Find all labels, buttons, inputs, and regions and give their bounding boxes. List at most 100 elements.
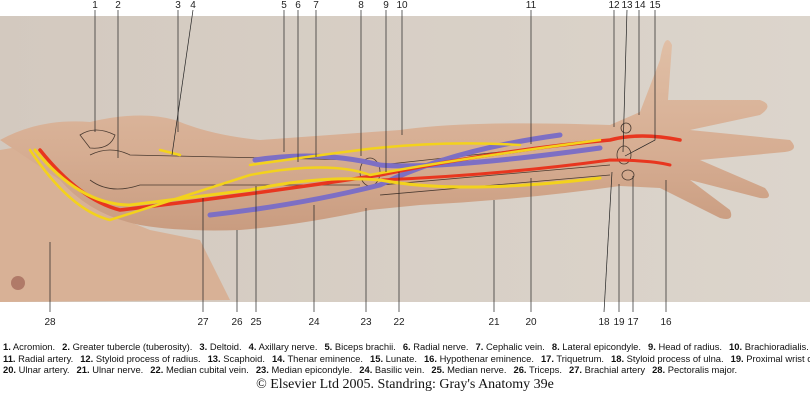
legend-item: 12. Styloid process of radius. [80, 353, 200, 364]
top-number-labels: 1 2 3 4 5 6 7 8 9 10 11 12 13 14 15 [92, 0, 661, 11]
legend-text: Acromion. [12, 341, 56, 352]
legend-text: Ulnar artery. [18, 364, 70, 376]
cephalic-vein [252, 145, 603, 169]
label-11: 11 [526, 0, 537, 11]
legend-text: Hypothenar eminence. [439, 352, 534, 364]
legend-row: 20. Ulnar artery. 21. Ulnar nerve. 22. Med… [3, 364, 809, 376]
copyright: © Elsevier Ltd 2005. Standring: Gray's A… [256, 377, 554, 392]
legend-item: 18. Styloid process of ulna. [611, 353, 724, 364]
legend-number: 6. [402, 341, 411, 352]
label-25: 25 [250, 317, 262, 328]
legend-item: 27. Brachial artery [569, 364, 645, 375]
legend-item: 19. Proximal wrist crease. [731, 353, 810, 364]
legend: 1. Acromion. 2. Greater tubercle (tuberos… [3, 341, 810, 376]
legend-item: 13. Scaphoid. [208, 353, 265, 364]
legend-item: 25. Median nerve. [431, 364, 506, 375]
legend-number: 9. [648, 341, 656, 352]
bottom-number-labels: 28 27 26 25 24 23 22 21 20 18 19 17 16 [44, 317, 672, 328]
legend-item: 7. Cephalic vein. [476, 341, 545, 352]
legend-item: 24. Basilic vein. [359, 364, 424, 375]
legend-text: Cephalic vein. [485, 341, 545, 352]
radial-artery [38, 134, 682, 212]
legend-number: 13. [207, 352, 221, 364]
legend-text: Axillary nerve. [258, 341, 318, 352]
label-8: 8 [358, 0, 364, 11]
vessels [28, 132, 682, 222]
label-16: 16 [660, 317, 672, 328]
legend-item: 14. Thenar eminence. [272, 353, 363, 364]
label-5: 5 [281, 0, 287, 11]
legend-text: Triquetrum. [556, 352, 605, 364]
legend-number: 19. [730, 352, 744, 364]
radial-nerve [158, 142, 522, 167]
label-6: 6 [295, 0, 301, 11]
legend-number: 26. [513, 364, 527, 376]
legend-text: Ulnar nerve. [92, 364, 144, 376]
legend-text: Basilic vein. [374, 364, 425, 376]
label-26: 26 [231, 317, 243, 328]
ulnar-nerve [33, 148, 602, 207]
legend-text: Thenar eminence. [287, 352, 364, 364]
legend-text: Median nerve. [447, 364, 507, 376]
label-23: 23 [360, 317, 372, 328]
legend-text: Brachioradialis. [744, 341, 809, 352]
legend-number: 11. [3, 352, 16, 364]
label-13: 13 [621, 0, 633, 11]
legend-number: 15. [370, 352, 384, 364]
legend-item: 28. Pectoralis major. [652, 364, 737, 375]
legend-text: Styloid process of ulna. [626, 352, 724, 364]
label-9: 9 [383, 0, 389, 11]
legend-number: 4. [248, 341, 257, 352]
legend-number: 2. [62, 341, 70, 352]
legend-number: 28. [652, 364, 666, 376]
legend-number: 20. [3, 364, 17, 376]
label-27: 27 [197, 317, 209, 328]
legend-number: 18. [611, 352, 625, 364]
legend-number: 7. [475, 341, 484, 352]
label-17: 17 [627, 317, 639, 328]
legend-number: 23. [255, 364, 269, 376]
legend-number: 1. [3, 341, 11, 352]
legend-item: 6. Radial nerve. [403, 341, 469, 352]
legend-item: 2. Greater tubercle (tuberosity). [62, 341, 192, 352]
legend-item: 9. Head of radius. [648, 341, 722, 352]
label-24: 24 [308, 317, 320, 328]
legend-item: 21. Ulnar nerve. [77, 364, 144, 375]
arm-illustration: 1 2 3 4 5 6 7 8 9 10 11 12 13 14 15 28 2… [0, 0, 810, 328]
legend-text: Radial artery. [18, 352, 74, 364]
label-10: 10 [396, 0, 408, 11]
legend-text: Proximal wrist crease. [746, 352, 810, 364]
legend-number: 27. [568, 364, 583, 376]
legend-number: 25. [431, 364, 445, 376]
legend-text: Lateral epicondyle. [562, 341, 641, 352]
label-12: 12 [608, 0, 620, 11]
legend-number: 21. [76, 364, 90, 376]
label-1: 1 [92, 0, 98, 11]
label-3: 3 [175, 0, 181, 11]
legend-text: Head of radius. [658, 341, 723, 352]
legend-number: 17. [540, 352, 554, 364]
legend-text: Biceps brachii. [334, 341, 396, 352]
label-2: 2 [115, 0, 121, 11]
legend-text: Scaphoid. [223, 352, 265, 364]
legend-item: 23. Median epicondyle. [256, 364, 352, 375]
legend-number: 8. [551, 341, 560, 352]
basilic-vein [207, 132, 563, 218]
label-4: 4 [190, 0, 196, 11]
legend-item: 15. Lunate. [370, 353, 417, 364]
legend-text: Median cubital vein. [165, 364, 249, 376]
torso [0, 140, 230, 302]
legend-item: 10. Brachioradialis. [729, 341, 809, 352]
legend-number: 14. [271, 352, 285, 364]
legend-number: 5. [324, 341, 333, 352]
legend-text: Median epicondyle. [271, 364, 353, 376]
legend-row: 11. Radial artery. 12. Styloid process of… [3, 352, 810, 365]
legend-text: Styloid process of radius. [95, 352, 201, 364]
legend-text: Radial nerve. [413, 341, 469, 352]
legend-number: 3. [199, 341, 208, 352]
legend-number: 16. [423, 352, 437, 364]
legend-item: 5. Biceps brachii. [324, 341, 395, 352]
arm [0, 40, 794, 231]
label-14: 14 [634, 0, 646, 11]
